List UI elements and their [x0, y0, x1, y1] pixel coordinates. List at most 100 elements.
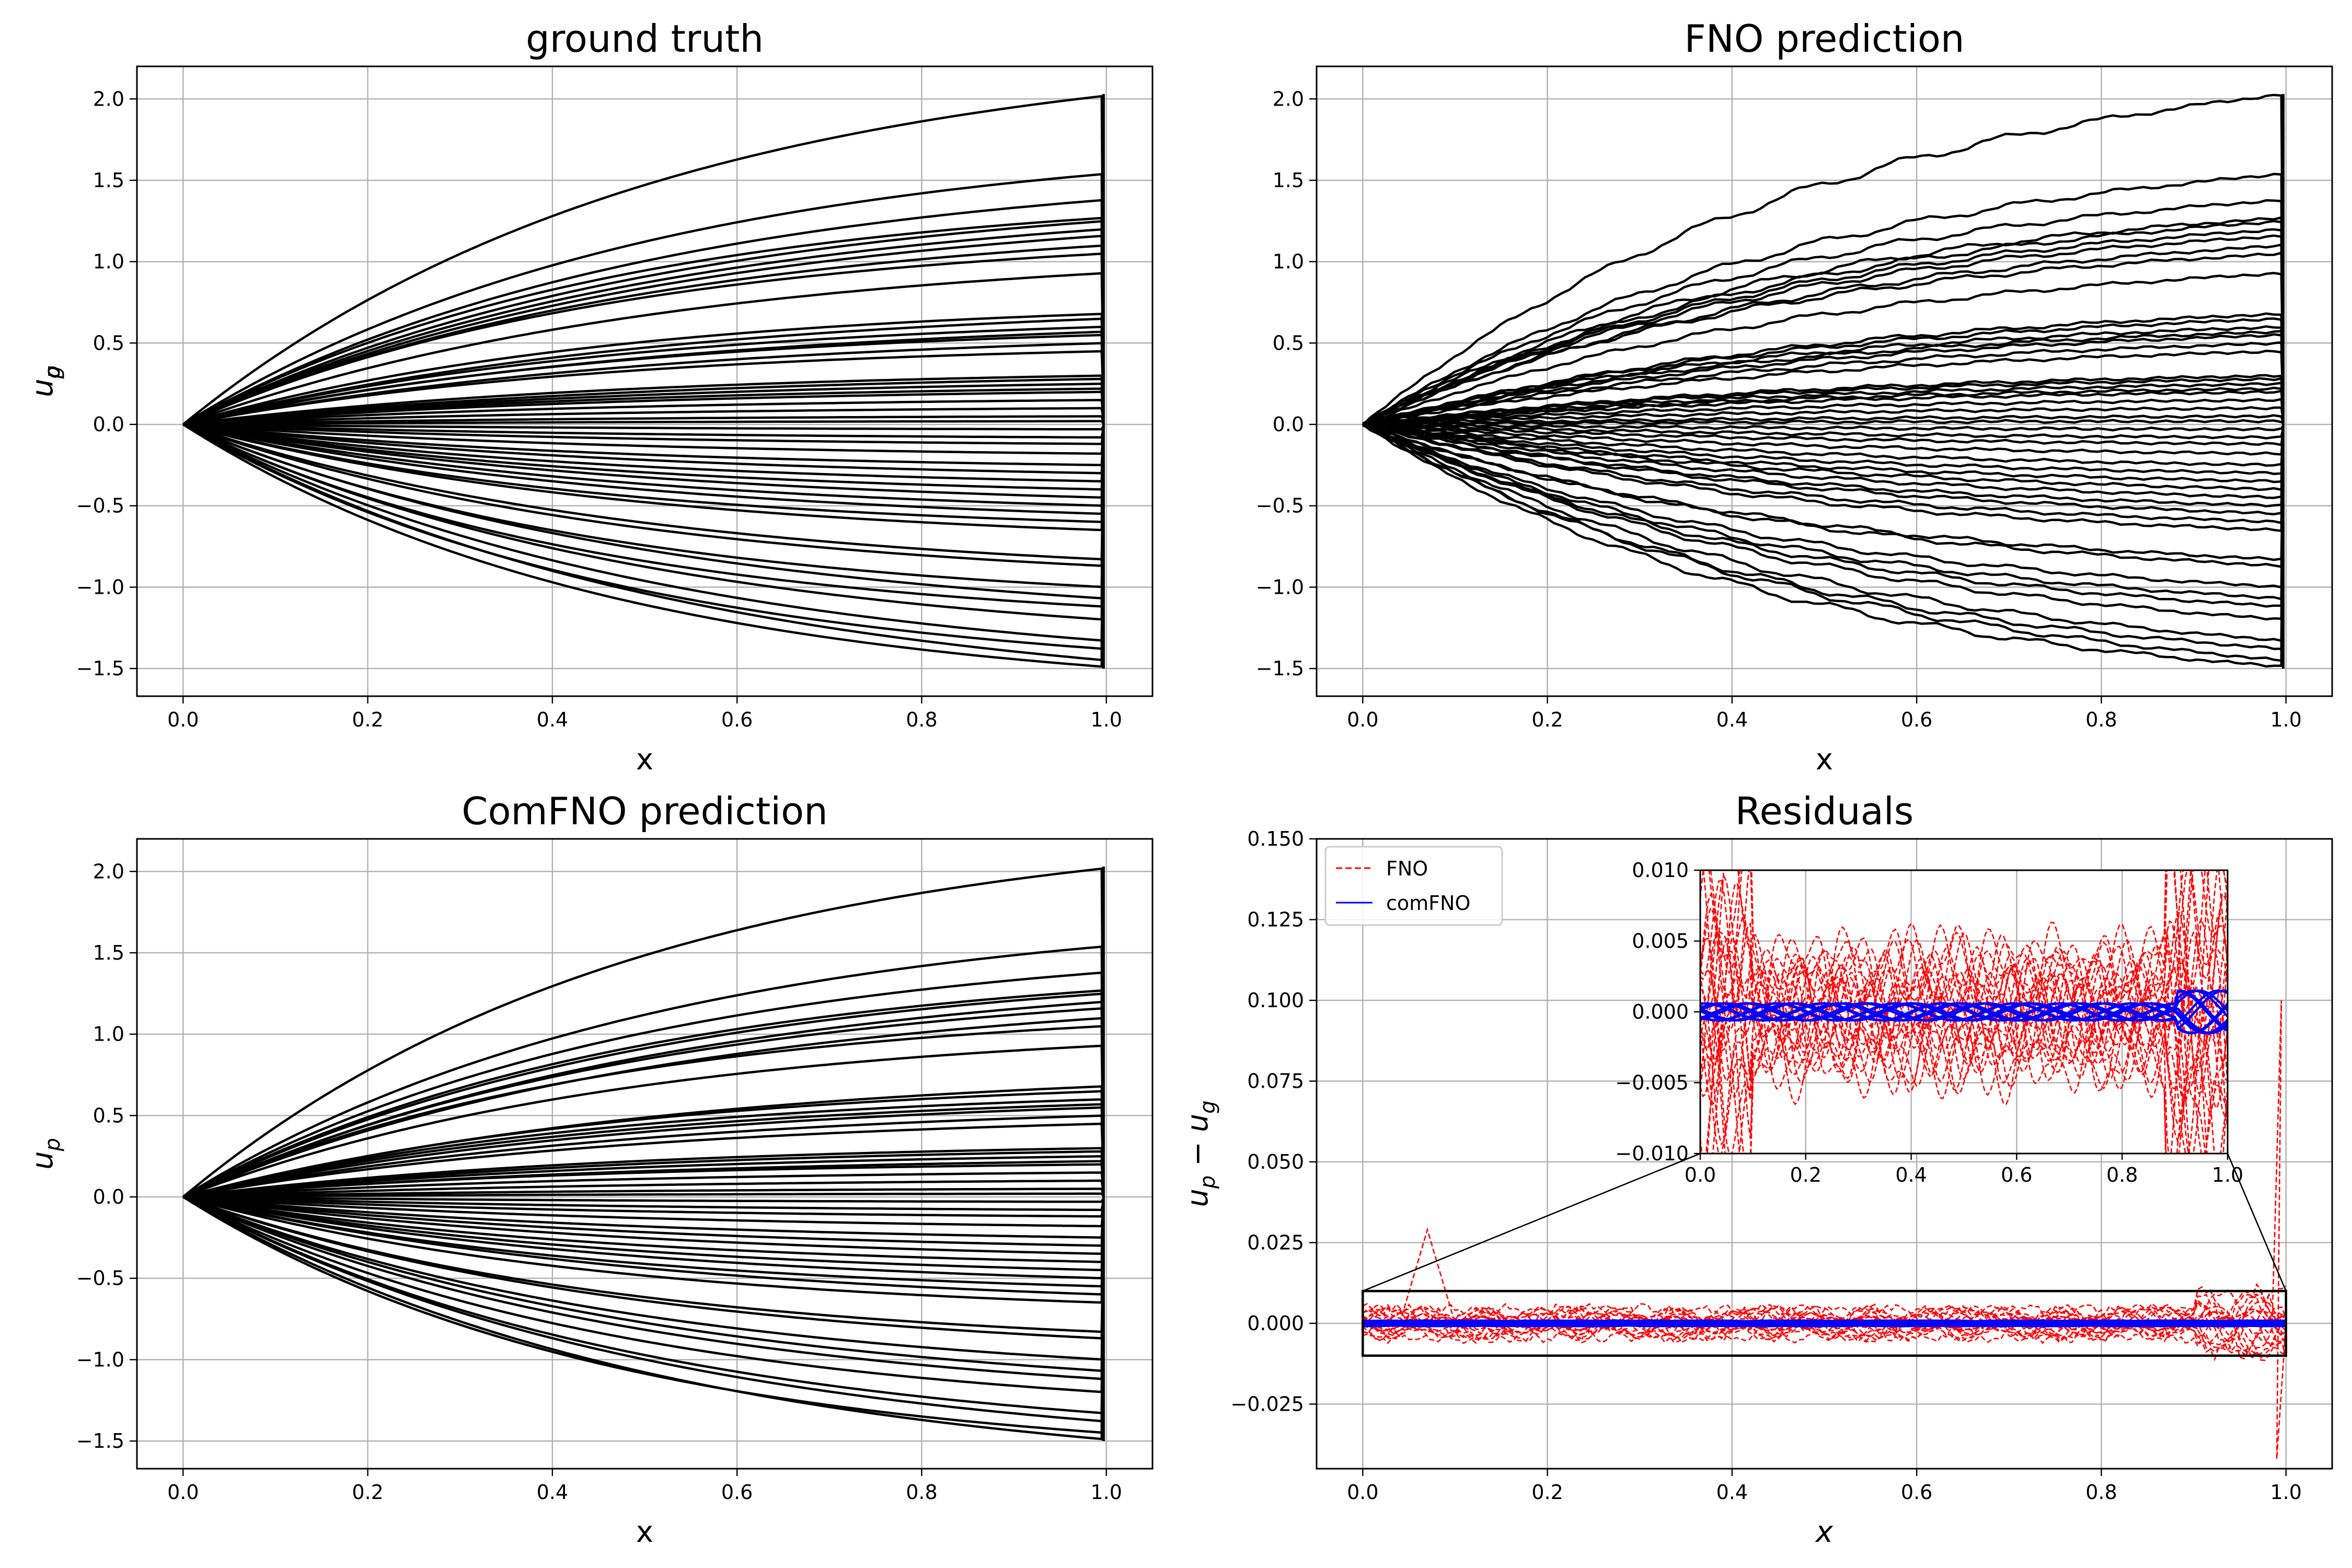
panel-residuals: 0.0 0.2 0.4 0.6 0.8 1.0 0.1500.1250.1000.0750…: [1181, 789, 2333, 1549]
y-axis-label-main: u: [26, 378, 60, 397]
curve: [182, 1007, 1105, 1198]
legend-label-comfno: comFNO: [1386, 892, 1470, 915]
y-tick-labels: 2.0 1.5 1.0 0.5 0.0 −0.5 −1.0 −1.5: [76, 860, 137, 1452]
curve: [1362, 199, 2285, 426]
curve: [182, 1195, 1105, 1361]
curve: [1362, 220, 2285, 426]
curve: [182, 1196, 1105, 1423]
inset-fno-curve: [1700, 917, 2228, 1100]
y-tick-label: 0.050: [1247, 1150, 1304, 1173]
x-tick-label: 0.6: [1901, 1481, 1932, 1504]
y-axis-label-minus: − u: [1181, 1114, 1215, 1175]
curve: [1363, 414, 2285, 427]
curve: [182, 199, 1105, 425]
y-axis-label-subscript: p: [41, 1138, 65, 1151]
curve: [182, 423, 1105, 668]
curve: [1362, 172, 2285, 426]
curve: [1362, 330, 2285, 426]
y-tick-label: 1.5: [93, 169, 124, 192]
curve: [1362, 422, 2285, 475]
curve: [183, 423, 1105, 439]
inset-fno-curve: [1700, 870, 2228, 1154]
curve: [1362, 423, 2285, 440]
panel-title: Residuals: [1735, 789, 1914, 833]
curve: [183, 1171, 1105, 1198]
curve: [1362, 423, 2285, 668]
curve: [1362, 350, 2285, 426]
curve: [182, 1106, 1105, 1198]
curve: [1363, 423, 2285, 525]
fno-residual-spike: [2271, 1000, 2287, 1459]
curve: [182, 423, 1105, 599]
curve: [183, 423, 1105, 466]
x-tick-label: 0.8: [2085, 708, 2117, 731]
curve: [1363, 341, 2285, 426]
curve: [1362, 234, 2285, 426]
curve: [182, 423, 1105, 567]
x-tick-label: 0.0: [1347, 1481, 1378, 1504]
curve: [182, 1195, 1105, 1304]
plot-frame: [136, 838, 1154, 1470]
curve: [182, 252, 1105, 426]
inset-fno-curve: [1707, 870, 2228, 1154]
curve: [182, 313, 1105, 426]
y-tick-label: 0.5: [93, 331, 124, 354]
curve: [183, 387, 1105, 426]
x-tick-label: 0.4: [537, 1481, 568, 1504]
y-axis-label-subscript: p: [1196, 1175, 1220, 1189]
y-tick-label: −1.5: [1256, 657, 1304, 680]
curve: [182, 423, 1105, 642]
x-tick-labels: 0.0 0.2 0.4 0.6 0.8 1.0: [1347, 696, 2302, 731]
curve: [183, 374, 1105, 426]
fno-residual-curve: [1362, 1299, 2287, 1356]
y-axis-label-subscript-2: g: [1196, 1100, 1220, 1113]
curve: [183, 1150, 1105, 1198]
y-tick-label: −0.5: [76, 494, 124, 517]
x-tick-label: 1.0: [2270, 708, 2301, 731]
curve: [1362, 422, 2285, 516]
curve: [183, 1155, 1105, 1198]
y-tick-label: 0.5: [93, 1104, 124, 1127]
inset-zoom-plot: 0.0 0.2 0.4 0.6 0.8 1.0 0.010 0.005 0.000 −0.005…: [1615, 859, 2243, 1186]
curve: [182, 1195, 1105, 1272]
x-tick-label: 0.0: [1347, 708, 1378, 731]
curve: [182, 1044, 1105, 1198]
y-axis-label-main: u: [26, 1151, 60, 1170]
x-axis-label: x: [1815, 1515, 1834, 1549]
x-tick-label: 0.8: [906, 1481, 937, 1504]
curve: [1362, 317, 2285, 426]
y-tick-labels: 2.0 1.5 1.0 0.5 0.0 −0.5 −1.0 −1.5: [76, 87, 137, 680]
inset-comfno-curve: [1700, 989, 2228, 1025]
curve: [1362, 94, 2285, 426]
y-axis-label-main: u: [26, 378, 60, 397]
plot-frame: [1316, 838, 2333, 1470]
curve: [1362, 272, 2285, 426]
curve: [182, 333, 1105, 426]
curve: [1363, 406, 2285, 426]
curve: [1362, 333, 2285, 426]
curve: [1362, 423, 2285, 608]
y-tick-label: −1.0: [76, 1348, 124, 1371]
inset-y-tick-label: 0.000: [1632, 1000, 1689, 1023]
y-tick-label: −0.5: [76, 1267, 124, 1290]
curve: [183, 390, 1105, 426]
curve: [182, 867, 1105, 1198]
x-tick-label: 0.4: [1716, 708, 1748, 731]
y-tick-label: 2.0: [93, 87, 124, 110]
curve: [182, 317, 1105, 426]
inset-fno-curve: [1700, 882, 2228, 1154]
y-tick-label: 1.5: [1273, 169, 1304, 192]
curve: [183, 1195, 1105, 1212]
comfno-residual-curve: [1363, 1319, 2286, 1328]
x-tick-labels: 0.0 0.2 0.4 0.6 0.8 1.0: [167, 1469, 1122, 1504]
y-tick-label: 0.025: [1247, 1231, 1304, 1254]
curve: [1362, 251, 2285, 425]
curve: [182, 423, 1105, 523]
y-tick-label: 0.5: [1273, 331, 1304, 354]
x-tick-label: 0.8: [2085, 1481, 2117, 1504]
inset-comfno-curve: [1700, 989, 2228, 1022]
y-axis-label-subscript: g: [41, 365, 65, 378]
curve: [1363, 423, 2285, 456]
x-tick-label: 0.6: [721, 708, 753, 731]
x-tick-label: 0.2: [352, 708, 383, 731]
